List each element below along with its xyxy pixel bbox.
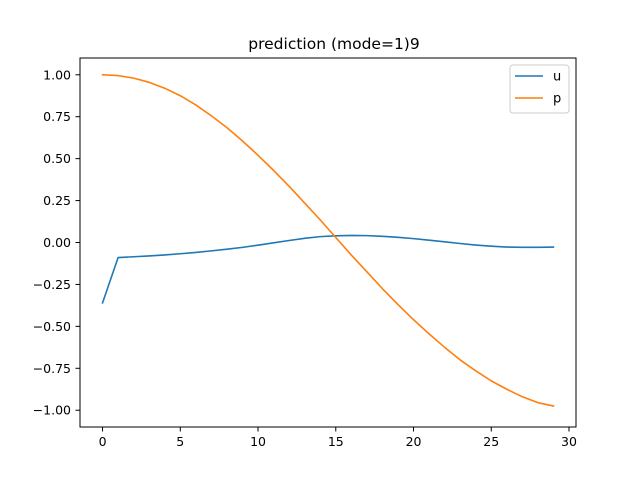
- y-tick-label: 0.00: [43, 235, 71, 250]
- y-tick-label: 0.75: [43, 109, 71, 124]
- y-tick-label: −0.50: [33, 319, 71, 334]
- y-axis: −1.00 −0.75 −0.50 −0.25 0.00 0.25 0.50 0.75 1.00: [33, 67, 80, 418]
- x-tick-label: 30: [561, 434, 577, 449]
- legend-label-p: p: [553, 92, 561, 107]
- legend-box: [509, 64, 570, 114]
- x-tick-label: 0: [99, 434, 107, 449]
- y-tick-label: 0.50: [43, 151, 71, 166]
- y-tick-label: −0.75: [33, 361, 71, 376]
- legend: up: [509, 64, 570, 114]
- series-line-u: [101, 234, 555, 304]
- y-tick-label: −0.25: [33, 277, 71, 292]
- legend-label-u: u: [553, 70, 561, 85]
- y-tick-label: 1.00: [43, 67, 71, 82]
- x-axis: 0 5 10 15 20 25 30: [99, 427, 577, 449]
- chart-title: prediction (mode=1)9: [248, 35, 419, 53]
- x-tick-label: 10: [250, 434, 266, 449]
- x-tick-label: 25: [483, 434, 499, 449]
- x-tick-label: 5: [176, 434, 184, 449]
- y-tick-label: 0.25: [43, 193, 71, 208]
- y-tick-label: −1.00: [33, 403, 71, 418]
- series-line-p: [101, 73, 555, 407]
- x-tick-label: 20: [406, 434, 422, 449]
- x-tick-label: 15: [328, 434, 344, 449]
